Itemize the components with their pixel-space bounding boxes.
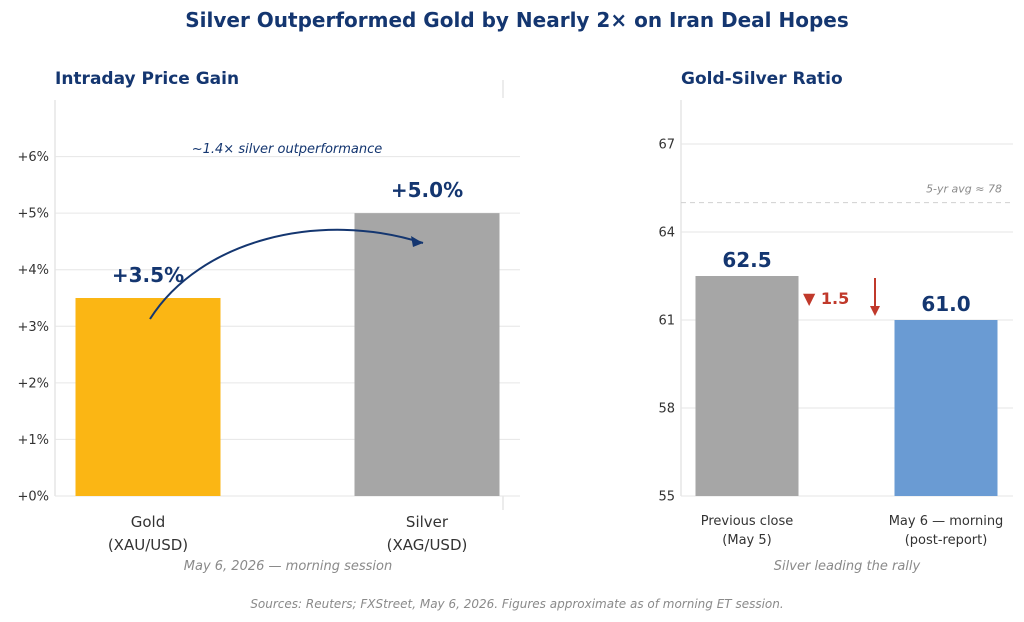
bar-value-label: 62.5 bbox=[722, 248, 771, 272]
price-gain-y-ticks: +0% +1% +2% +3% +4% +5% +6% bbox=[17, 150, 49, 504]
ratio-footnote: Silver leading the rally bbox=[774, 559, 921, 574]
price-gain-categories: Gold (XAU/USD) Silver (XAG/USD) bbox=[108, 513, 468, 554]
bar-value-label: 61.0 bbox=[921, 292, 970, 316]
y-tick-label: 58 bbox=[658, 402, 675, 417]
category-label: Gold bbox=[131, 513, 166, 531]
ratio-change-label: ▼ 1.5 bbox=[803, 289, 849, 308]
category-label: (post-report) bbox=[905, 533, 988, 548]
y-tick-label: +1% bbox=[17, 433, 49, 448]
price-gain-bars bbox=[75, 213, 500, 496]
price-gain-footnote: May 6, 2026 — morning session bbox=[184, 559, 392, 574]
bar bbox=[354, 213, 500, 496]
ratio-value-labels: 62.5 61.0 bbox=[722, 248, 970, 316]
ratio-y-ticks: 55 58 61 64 67 bbox=[658, 138, 675, 505]
price-gain-value-labels: +3.5% +5.0% bbox=[112, 178, 463, 287]
ratio-title: Gold-Silver Ratio bbox=[681, 69, 843, 89]
category-label: May 6 — morning bbox=[889, 514, 1004, 529]
bar-value-label: +3.5% bbox=[112, 263, 184, 287]
category-label: (XAG/USD) bbox=[387, 536, 468, 554]
y-tick-label: 67 bbox=[658, 138, 675, 153]
ratio-categories: Previous close (May 5) May 6 — morning (pos… bbox=[701, 514, 1004, 548]
y-tick-label: 55 bbox=[658, 490, 675, 505]
y-tick-label: 61 bbox=[658, 314, 675, 329]
y-tick-label: +6% bbox=[17, 150, 49, 165]
figure-title: Silver Outperformed Gold by Nearly 2× on… bbox=[185, 8, 849, 32]
y-tick-label: +3% bbox=[17, 320, 49, 335]
ratio-panel: Gold-Silver Ratio 55 58 61 64 67 5-yr avg ≈ … bbox=[658, 69, 1013, 574]
y-tick-label: +5% bbox=[17, 207, 49, 222]
category-label: (May 5) bbox=[722, 533, 771, 548]
bar bbox=[894, 320, 998, 496]
bar-value-label: +5.0% bbox=[391, 178, 463, 202]
outperformance-arrow bbox=[149, 228, 424, 320]
bar bbox=[695, 276, 799, 496]
ratio-down-arrowhead bbox=[870, 306, 880, 316]
outperformance-annotation: ~1.4× silver outperformance bbox=[192, 142, 383, 157]
outperformance-arrowhead bbox=[411, 236, 423, 247]
category-label: Silver bbox=[406, 513, 449, 531]
y-tick-label: +0% bbox=[17, 490, 49, 505]
five-year-avg-label: 5-yr avg ≈ 78 bbox=[926, 183, 1002, 196]
category-label: Previous close bbox=[701, 514, 794, 529]
category-label: (XAU/USD) bbox=[108, 536, 188, 554]
y-tick-label: +2% bbox=[17, 376, 49, 391]
bar bbox=[75, 298, 221, 496]
source-note: Sources: Reuters; FXStreet, May 6, 2026.… bbox=[250, 597, 783, 611]
price-gain-title: Intraday Price Gain bbox=[55, 69, 239, 89]
ratio-bars bbox=[695, 276, 998, 496]
price-gain-panel: Intraday Price Gain +0% +1% +2% +3% +4% +5% +6… bbox=[17, 69, 520, 574]
y-tick-label: 64 bbox=[658, 226, 675, 241]
y-tick-label: +4% bbox=[17, 263, 49, 278]
